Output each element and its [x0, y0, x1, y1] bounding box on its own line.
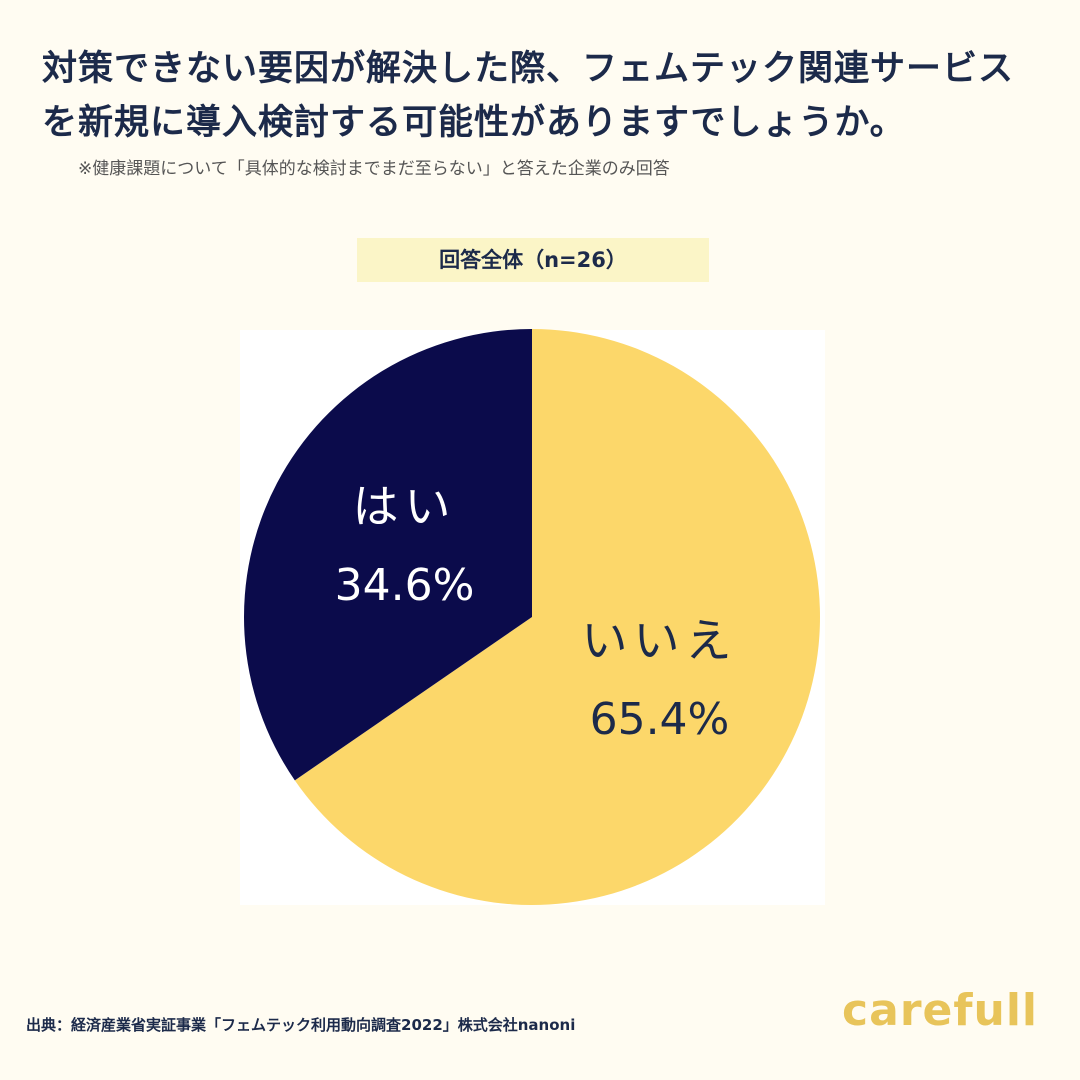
- logo: carefull: [842, 985, 1038, 1036]
- pie-slice: [243, 329, 532, 781]
- pie-slice: [294, 329, 820, 905]
- value-label: 65.4%: [590, 694, 730, 745]
- source: 出典：経済産業省実証事業「フェムテック利用動向調査2022」株式会社nanoni: [26, 1016, 576, 1034]
- value-label: 34.6%: [335, 560, 475, 611]
- slice-label: いいえ: [581, 613, 737, 667]
- slice-label: はい: [353, 480, 457, 534]
- subtitle: ※健康課題について「具体的な検討までまだ至らない」と答えた企業のみ回答: [78, 159, 670, 179]
- group-label: 回答全体（n=26）: [357, 238, 709, 282]
- chart-title: 対策できない要因が解決した際、フェムテック関連サービスを新規に導入検討する可能性…: [42, 49, 1015, 143]
